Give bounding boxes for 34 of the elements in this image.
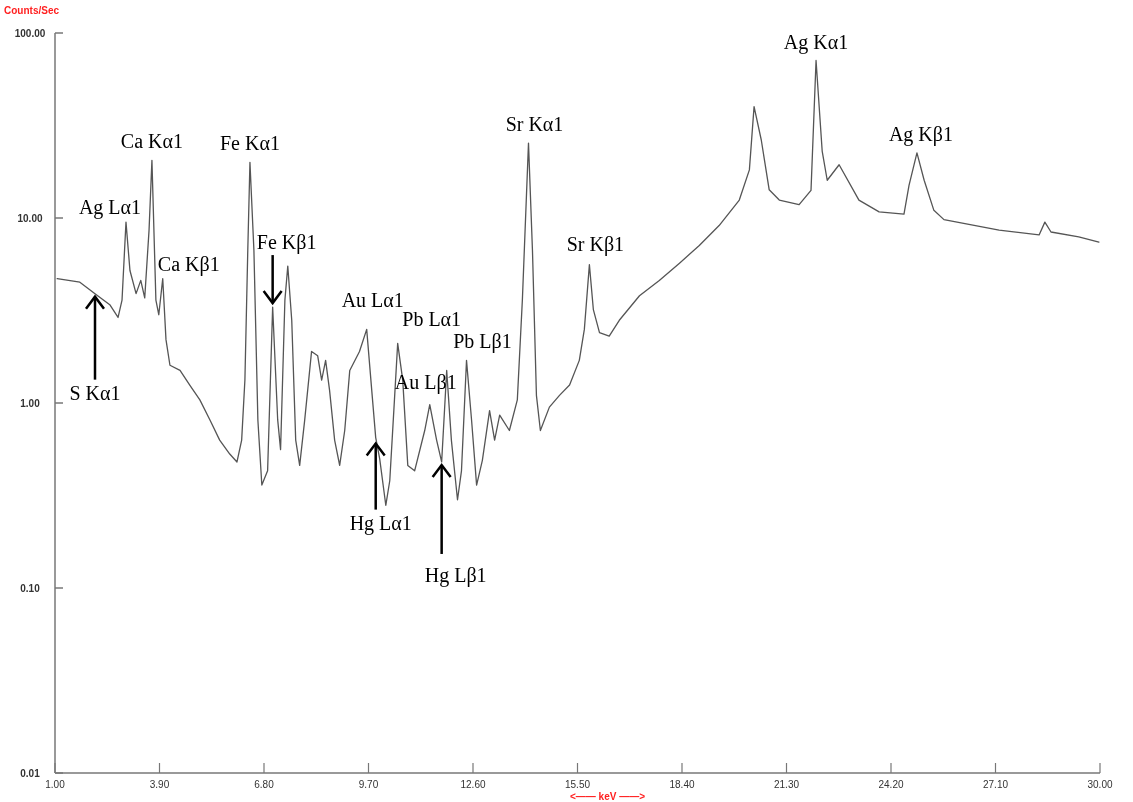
annotation: Hg Lβ1 bbox=[424, 563, 487, 587]
annotation: Au Lα1 bbox=[341, 289, 404, 312]
x-tick-label: 15.50 bbox=[564, 779, 591, 790]
annotation: Pb Lα1 bbox=[402, 308, 462, 331]
annotation: Ag Kα1 bbox=[783, 30, 849, 54]
y-tick-label: 0.01 bbox=[20, 768, 41, 779]
y-tick-label: 0.10 bbox=[20, 583, 41, 594]
annotation: Ag Lα1 bbox=[78, 196, 142, 220]
annotation: Ca Kα1 bbox=[120, 130, 183, 153]
x-tick-label: 21.30 bbox=[773, 779, 800, 790]
x-tick-label: 30.00 bbox=[1087, 779, 1113, 790]
x-tick-label: 18.40 bbox=[669, 779, 695, 790]
line-series bbox=[56, 59, 1100, 506]
annotation: Hg Lα1 bbox=[349, 511, 412, 535]
annotation: Fe Kα1 bbox=[219, 132, 280, 155]
x-tick-label: 6.80 bbox=[254, 779, 275, 790]
x-tick-label: 12.60 bbox=[460, 779, 486, 790]
annotation: Sr Kα1 bbox=[505, 113, 564, 136]
annotation: Sr Kβ1 bbox=[566, 232, 625, 256]
x-tick-label: 27.10 bbox=[982, 779, 1009, 790]
y-tick-label: 10.00 bbox=[17, 213, 43, 224]
y-axis-title: Counts/Sec bbox=[4, 5, 60, 16]
x-tick-label: 9.70 bbox=[358, 779, 379, 790]
x-tick-label: 1.00 bbox=[45, 779, 66, 790]
annotation: Ag Kβ1 bbox=[888, 122, 953, 146]
annotation: Fe Kβ1 bbox=[256, 231, 317, 255]
annotation: Ca Kβ1 bbox=[157, 252, 220, 276]
annotation: Pb Lβ1 bbox=[453, 330, 512, 354]
x-tick-label: 3.90 bbox=[149, 779, 170, 790]
y-tick-label: 1.00 bbox=[20, 398, 41, 409]
annotation: S Kα1 bbox=[69, 381, 121, 404]
x-tick-label: 24.20 bbox=[878, 779, 904, 790]
y-tick-label: 100.00 bbox=[14, 28, 46, 39]
x-axis-title: <—— keV ——> bbox=[569, 791, 646, 802]
